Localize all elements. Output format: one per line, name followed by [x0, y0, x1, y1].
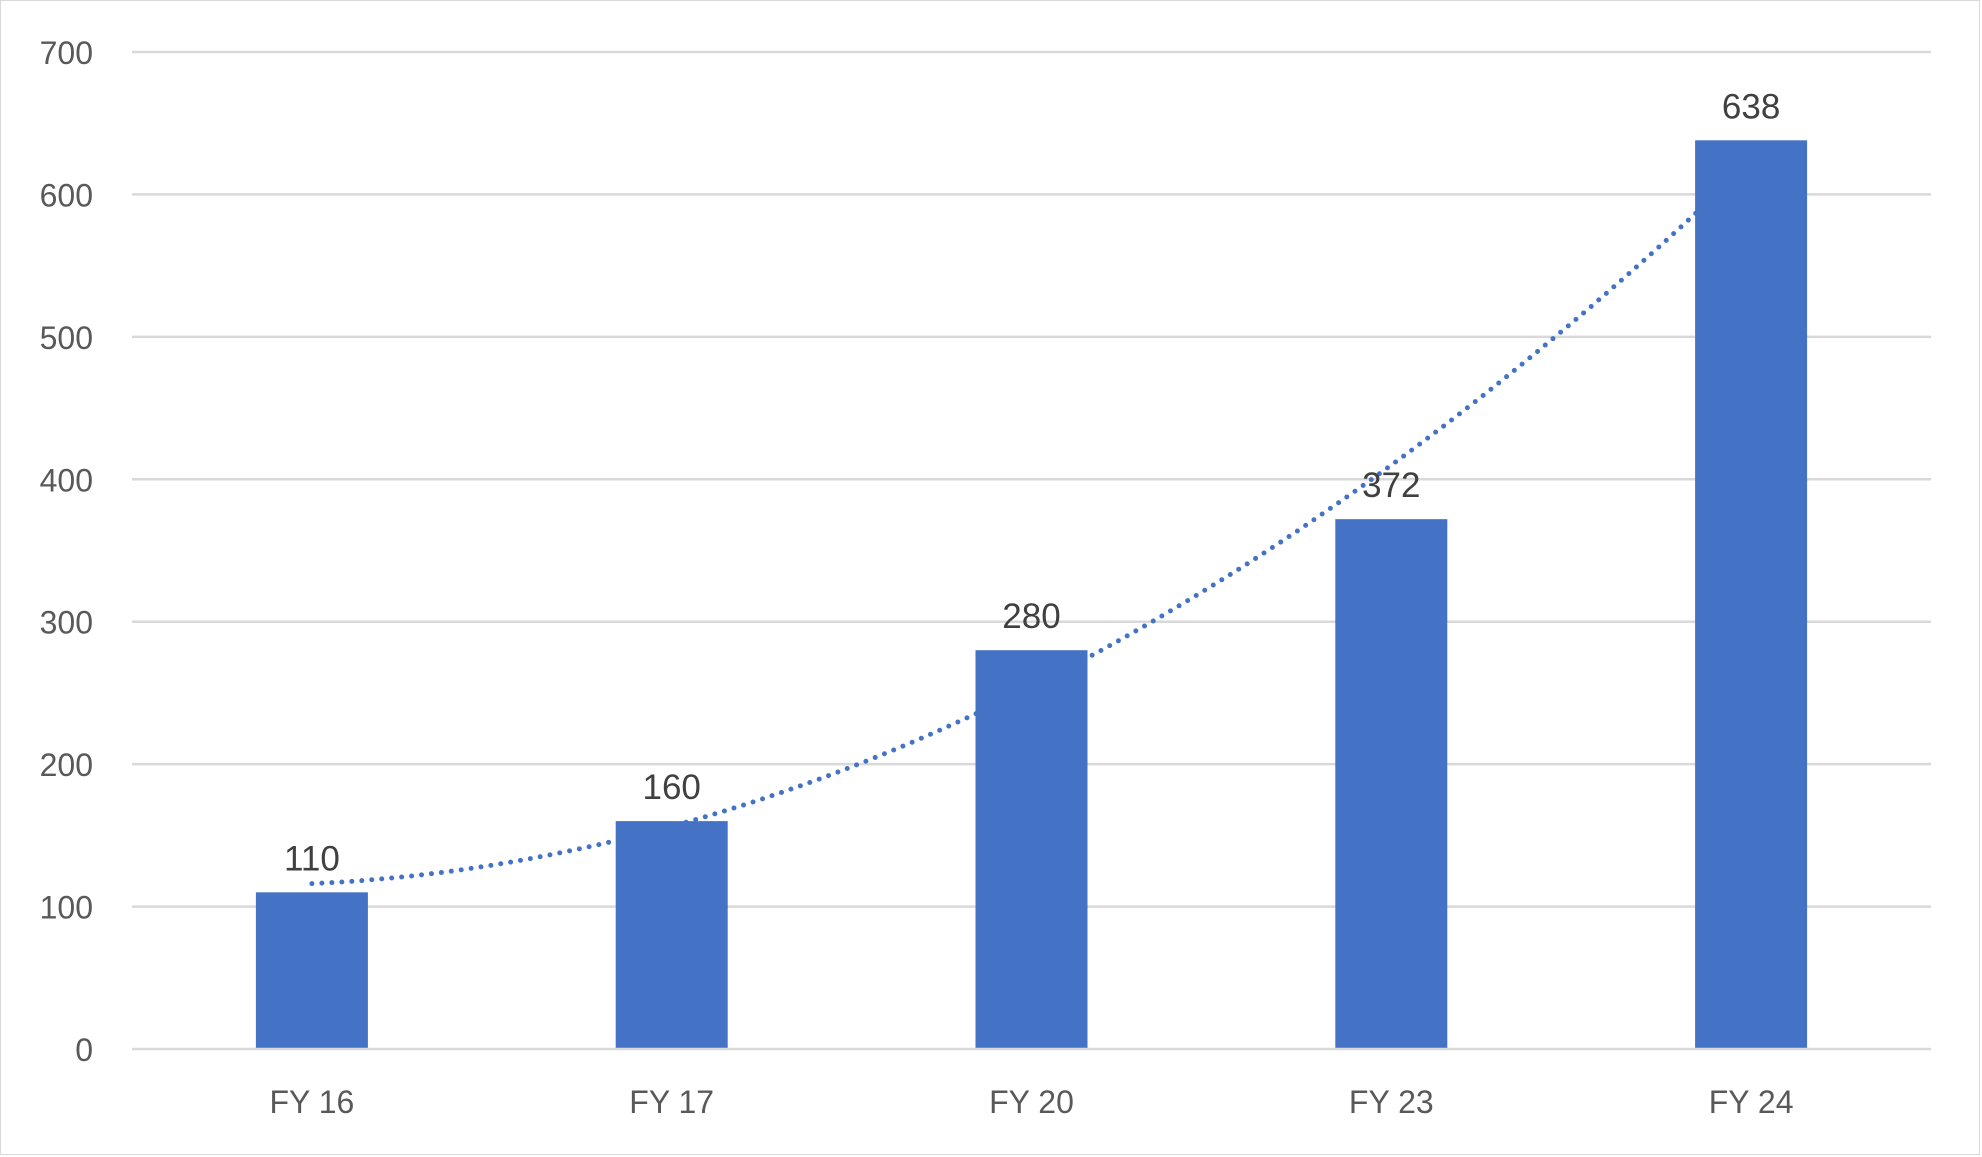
data-label-2: 160 — [642, 768, 700, 807]
y-axis-tick-labels: 0 100 200 300 400 500 600 700 — [40, 35, 93, 1068]
data-label-1: 110 — [284, 839, 340, 878]
data-label-4: 372 — [1362, 466, 1420, 505]
bar-1 — [255, 892, 368, 1049]
x-tick-label-2: FY 17 — [629, 1084, 714, 1120]
x-tick-label-1: FY 16 — [270, 1084, 355, 1120]
x-tick-label-3: FY 20 — [989, 1084, 1074, 1120]
bar-2 — [615, 821, 728, 1049]
bar-4 — [1335, 519, 1448, 1049]
y-tick-label-300: 300 — [40, 605, 93, 641]
bar-5 — [1695, 140, 1808, 1049]
y-tick-label-500: 500 — [40, 320, 93, 356]
y-tick-label-200: 200 — [40, 747, 93, 783]
trendline — [309, 158, 1754, 887]
bar-3 — [975, 650, 1088, 1049]
x-axis-tick-labels: FY 16 FY 17 FY 20 FY 23 FY 24 — [270, 1084, 1794, 1120]
data-label-5: 638 — [1722, 87, 1780, 126]
data-labels: 110 160 280 372 638 — [284, 87, 1780, 878]
y-tick-label-700: 700 — [40, 35, 93, 71]
y-tick-label-0: 0 — [75, 1032, 93, 1068]
x-tick-label-5: FY 24 — [1709, 1084, 1794, 1120]
x-tick-label-4: FY 23 — [1349, 1084, 1434, 1120]
y-tick-label-400: 400 — [40, 462, 93, 498]
bars — [255, 140, 1808, 1049]
y-tick-label-600: 600 — [40, 177, 93, 213]
data-label-3: 280 — [1002, 597, 1060, 636]
y-tick-label-100: 100 — [40, 890, 93, 926]
gridlines — [132, 50, 1931, 908]
